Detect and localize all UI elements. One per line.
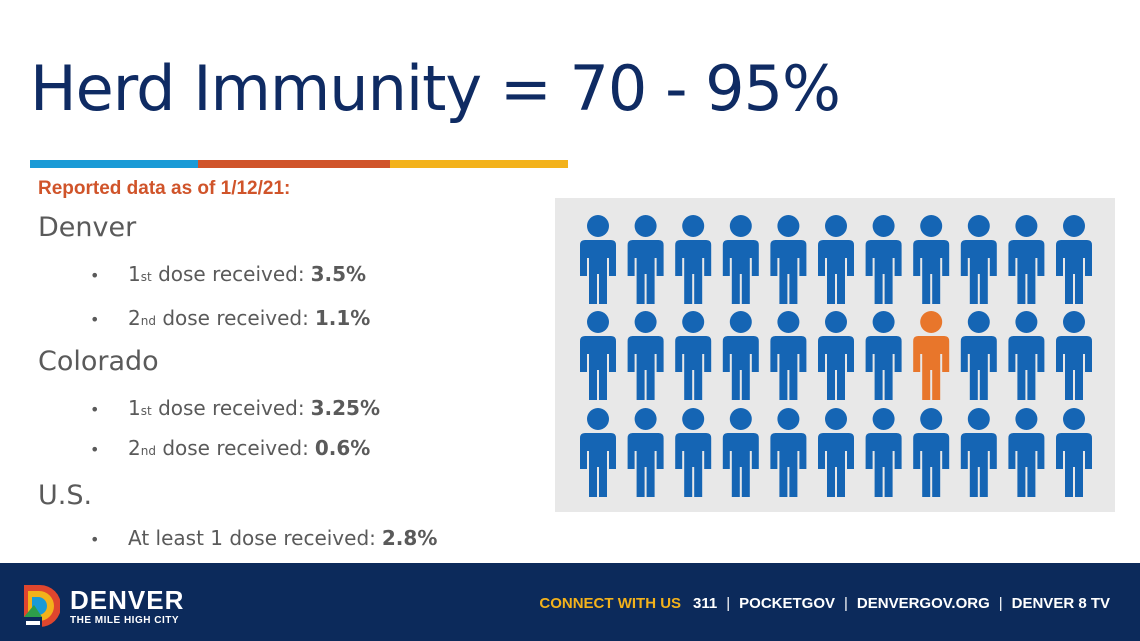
person-icon bbox=[913, 408, 950, 497]
person-icon bbox=[1056, 408, 1092, 497]
person-icon bbox=[675, 311, 712, 400]
brand-tagline: THE MILE HIGH CITY bbox=[70, 615, 179, 626]
person-icon bbox=[627, 215, 664, 304]
bullet-value: 3.25% bbox=[310, 396, 380, 420]
link-separator: | bbox=[998, 595, 1003, 612]
person-icon bbox=[1008, 311, 1045, 400]
person-icon bbox=[627, 408, 664, 497]
person-icon bbox=[960, 408, 997, 497]
footer-bar: DENVER THE MILE HIGH CITY CONNECT WITH U… bbox=[0, 563, 1140, 641]
person-icon bbox=[580, 311, 616, 400]
person-icon bbox=[675, 408, 712, 497]
person-icon bbox=[580, 408, 616, 497]
bullet-text: dose received: bbox=[162, 436, 309, 460]
underline-yellow-segment bbox=[390, 160, 568, 168]
person-icon bbox=[1008, 215, 1045, 304]
link-separator: | bbox=[844, 595, 848, 612]
bullet-num: 2 bbox=[128, 436, 141, 460]
bullet-text: dose received: bbox=[158, 262, 305, 286]
connect-links: CONNECT WITH US 311 | POCKETGOV | DENVER… bbox=[539, 595, 1110, 612]
bullet-num: 1 bbox=[128, 396, 141, 420]
person-icon bbox=[960, 215, 997, 304]
link-denver8tv[interactable]: DENVER 8 TV bbox=[1011, 595, 1110, 612]
person-icon bbox=[865, 215, 902, 304]
link-separator: | bbox=[726, 595, 731, 612]
bullet-value: 2.8% bbox=[381, 526, 438, 550]
person-icon bbox=[722, 311, 759, 400]
bullet-text: dose received: bbox=[162, 306, 309, 330]
person-icon bbox=[1056, 215, 1092, 304]
bullet-symbol: • bbox=[90, 266, 100, 285]
region-colorado: Colorado bbox=[38, 346, 159, 377]
person-icon bbox=[627, 311, 664, 400]
person-icon bbox=[913, 215, 950, 304]
report-date-heading: Reported data as of 1/12/21: bbox=[38, 178, 291, 199]
people-grid bbox=[580, 215, 1092, 497]
bullet-symbol: • bbox=[90, 440, 100, 459]
person-icon bbox=[580, 215, 616, 304]
person-icon bbox=[865, 311, 902, 400]
bullet-text: dose received: bbox=[158, 396, 305, 420]
person-icon bbox=[770, 408, 807, 497]
person-icon bbox=[770, 215, 807, 304]
underline-orange-segment bbox=[198, 160, 390, 168]
denver-logo-icon bbox=[24, 585, 60, 627]
person-icon bbox=[675, 215, 712, 304]
herd-immunity-graphic bbox=[555, 198, 1115, 512]
brand-name: DENVER bbox=[70, 585, 185, 615]
person-icon bbox=[1008, 408, 1045, 497]
connect-label: CONNECT WITH US bbox=[539, 595, 682, 612]
person-icon bbox=[960, 311, 997, 400]
person-icon bbox=[770, 311, 807, 400]
bullet-num: 1 bbox=[128, 262, 141, 286]
bullet-num: 2 bbox=[128, 306, 141, 330]
bullet-symbol: • bbox=[90, 310, 100, 329]
bullet-value: 1.1% bbox=[314, 306, 371, 330]
person-icon bbox=[865, 408, 902, 497]
bullet-symbol: • bbox=[90, 400, 100, 419]
link-311[interactable]: 311 bbox=[693, 595, 718, 612]
bullet-symbol: • bbox=[90, 530, 100, 549]
slide-title: Herd Immunity = 70 - 95% bbox=[30, 52, 841, 125]
link-pocketgov[interactable]: POCKETGOV bbox=[739, 595, 836, 612]
person-icon-highlighted bbox=[913, 311, 950, 400]
person-icon bbox=[818, 408, 854, 497]
region-us: U.S. bbox=[38, 480, 93, 511]
person-icon bbox=[818, 215, 854, 304]
underline-blue-segment bbox=[30, 160, 198, 168]
region-denver: Denver bbox=[38, 212, 137, 243]
bullet-us-dose1: • At least 1 dose received: 2.8% bbox=[90, 526, 437, 550]
link-denvergov[interactable]: DENVERGOV.ORG bbox=[856, 595, 990, 612]
bullet-text: At least 1 dose received: bbox=[128, 526, 376, 550]
bullet-value: 3.5% bbox=[310, 262, 367, 286]
person-icon bbox=[1056, 311, 1092, 400]
bullet-value: 0.6% bbox=[314, 436, 371, 460]
person-icon bbox=[722, 215, 759, 304]
person-icon bbox=[818, 311, 854, 400]
person-icon bbox=[722, 408, 759, 497]
title-underline bbox=[30, 160, 568, 168]
